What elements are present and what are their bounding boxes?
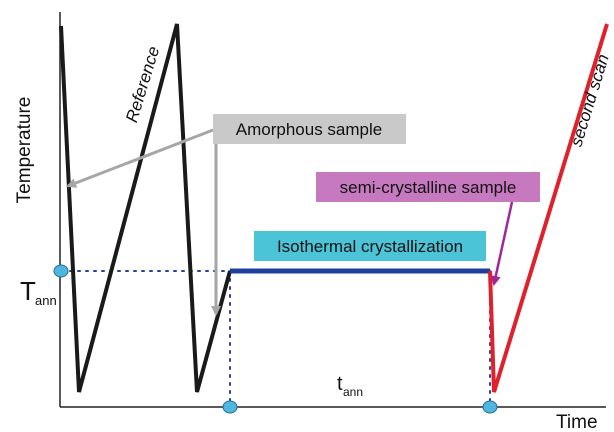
svg-text:T: T (20, 276, 36, 306)
semicrystalline-sample-label: semi-crystalline sample (340, 178, 517, 197)
amorphous-arrow-left (66, 128, 214, 188)
isothermal-crystallization-label: Isothermal crystallization (277, 237, 463, 256)
t-ann-temperature-label: T ann (20, 276, 57, 308)
amorphous-sample-label: Amorphous sample (236, 120, 382, 139)
svg-text:ann: ann (343, 385, 363, 399)
svg-text:t: t (337, 373, 343, 395)
amorphous-sample-box (213, 114, 406, 144)
y-axis-title: Temperature (14, 97, 35, 204)
second-scan-label: second scan (567, 52, 613, 149)
reference-label: Reference (122, 44, 163, 125)
t-ann-time-label: t ann (337, 373, 363, 399)
second-scan-line (488, 23, 609, 393)
semicrystalline-sample-box (316, 172, 540, 202)
svg-text:ann: ann (35, 293, 57, 308)
t-ann-marker (53, 264, 69, 278)
semicrystalline-arrow (490, 201, 514, 286)
end-time-marker (482, 400, 498, 414)
reference-profile-line (59, 23, 232, 393)
isothermal-crystallization-box (254, 231, 486, 261)
start-time-marker (222, 400, 238, 414)
x-axis-title: Time (556, 412, 598, 432)
